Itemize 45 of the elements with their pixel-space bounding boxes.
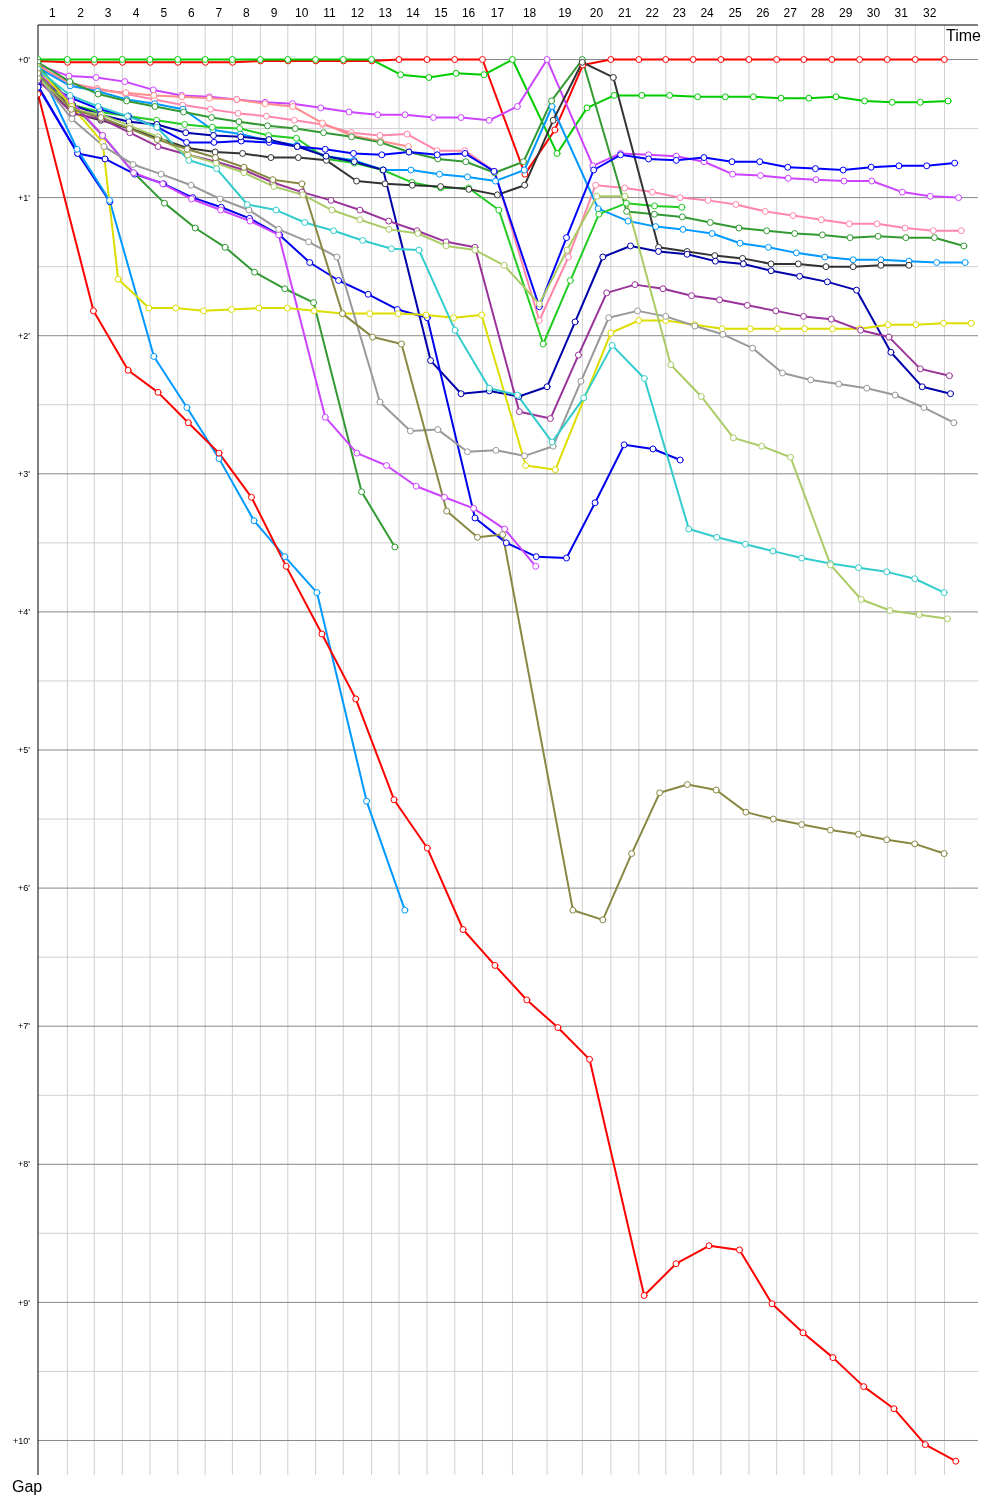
y-tick-label: +0' (18, 54, 31, 65)
x-tick-label: 19 (558, 6, 572, 20)
y-tick-label: +5' (18, 745, 31, 756)
x-tick-label: 24 (700, 6, 715, 20)
x-tick-label: 23 (672, 6, 687, 20)
x-tick-label: 11 (323, 6, 336, 20)
x-tick-label: 12 (350, 6, 365, 20)
x-tick-label: 21 (618, 6, 632, 20)
y-axis-title: Gap (12, 1478, 43, 1496)
y-tick-label: +8' (18, 1159, 31, 1170)
x-tick-label: 7 (215, 6, 223, 20)
y-tick-label: +3' (18, 469, 31, 479)
x-tick-label: 25 (728, 6, 743, 20)
x-tick-label: 20 (589, 6, 604, 20)
x-tick-label: 18 (522, 6, 537, 20)
x-tick-label: 15 (434, 6, 448, 20)
x-tick-label: 30 (866, 6, 881, 20)
x-tick-label: 13 (378, 6, 393, 20)
x-tick-label: 26 (756, 6, 770, 20)
y-tick-label: +7' (18, 1021, 31, 1032)
x-tick-label: 31 (894, 6, 909, 20)
x-tick-label: 8 (242, 6, 250, 20)
y-tick-label: +10' (13, 1435, 31, 1446)
x-tick-label: 27 (783, 6, 798, 20)
x-tick-label: 6 (188, 6, 195, 20)
y-tick-label: +4' (18, 607, 31, 618)
x-tick-label: 16 (461, 6, 476, 20)
x-tick-label: 17 (490, 6, 505, 20)
x-axis-title: Time (946, 27, 981, 45)
x-tick-label: 2 (77, 6, 85, 20)
x-tick-label: 32 (923, 6, 937, 20)
y-tick-label: +2' (18, 330, 31, 341)
x-tick-label: 9 (270, 6, 278, 20)
x-tick-label: 14 (406, 6, 420, 20)
x-tick-label: 22 (645, 6, 660, 20)
y-tick-label: +6' (18, 883, 31, 894)
x-tick-label: 29 (839, 6, 853, 20)
x-tick-label: 10 (295, 6, 309, 20)
x-tick-label: 28 (811, 6, 825, 20)
x-tick-label: 5 (160, 6, 168, 20)
x-tick-label: 3 (104, 6, 112, 20)
x-tick-label: 1 (49, 6, 57, 20)
x-tick-label: 4 (132, 6, 140, 20)
y-tick-label: +1' (18, 192, 31, 203)
y-tick-label: +9' (18, 1297, 31, 1308)
